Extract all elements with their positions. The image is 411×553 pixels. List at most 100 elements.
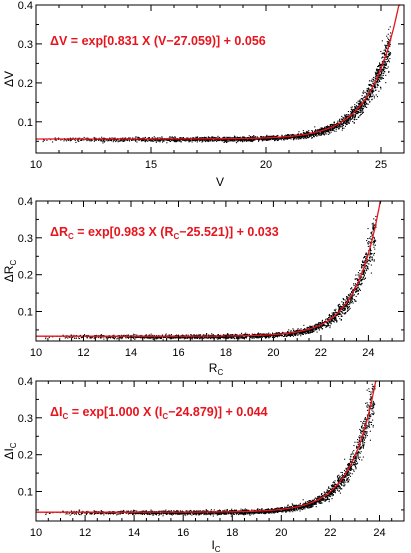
- panel-v-point: [258, 138, 260, 140]
- panel-v-point: [370, 93, 372, 95]
- panel-v-point: [210, 137, 212, 139]
- panel-v-point: [345, 116, 347, 118]
- panel-r-point: [189, 337, 191, 339]
- panel-v-point: [104, 139, 106, 141]
- panel-v-point: [305, 136, 307, 138]
- panel-v-point: [369, 93, 371, 95]
- panel-r-point: [259, 333, 261, 335]
- panel-v-point: [378, 69, 380, 71]
- panel-r-point: [165, 333, 167, 335]
- panel-v-point: [380, 50, 382, 52]
- panel-v-point: [197, 136, 199, 138]
- panel-v-point: [359, 109, 361, 111]
- panel-v-point: [141, 139, 143, 141]
- panel-v-point: [98, 137, 100, 139]
- panel-r-point: [338, 307, 340, 309]
- panel-r-point: [240, 336, 242, 338]
- panel-r-point: [211, 333, 213, 335]
- panel-r-point: [312, 331, 314, 333]
- panel-r-point: [268, 332, 270, 334]
- panel-r-point: [326, 326, 328, 328]
- panel-v-point: [202, 139, 204, 141]
- panel-v-point: [326, 129, 328, 131]
- panel-r-point: [342, 309, 344, 311]
- panel-v-point: [313, 136, 315, 138]
- panel-v-point: [170, 139, 172, 141]
- panel-v-point: [357, 100, 359, 102]
- panel-v-point: [383, 54, 385, 56]
- panel-v-point: [354, 110, 356, 112]
- panel-v-point: [124, 140, 126, 142]
- panel-v-point: [348, 122, 350, 124]
- panel-v-point: [306, 130, 308, 132]
- panel-r-point: [146, 334, 148, 336]
- panel-v-point: [355, 112, 357, 114]
- panel-v-point: [351, 115, 353, 117]
- panel-v-point: [72, 137, 74, 139]
- panel-v-point: [361, 104, 363, 106]
- panel-v-point: [378, 65, 380, 67]
- panel-v-point: [309, 135, 311, 137]
- panel-v-point: [379, 67, 381, 69]
- panel-v-point: [389, 45, 391, 47]
- panel-v-point: [375, 74, 377, 76]
- panel-v-point: [390, 32, 392, 34]
- panel-v-point: [188, 140, 190, 142]
- panel-v-point: [363, 103, 365, 105]
- panel-v-point: [367, 91, 369, 93]
- panel-v-point: [386, 63, 388, 65]
- panel-r-point: [138, 336, 140, 338]
- panel-r-point: [191, 338, 193, 340]
- panel-r-point: [335, 311, 337, 313]
- panel-v-point: [383, 56, 385, 58]
- panel-v-point: [354, 104, 356, 106]
- panel-v-point: [360, 109, 362, 111]
- panel-v-point: [123, 139, 125, 141]
- panel-v-point: [102, 137, 104, 139]
- panel-v-point: [364, 95, 366, 97]
- panel-r-point: [289, 331, 291, 333]
- panel-r-point: [362, 260, 364, 262]
- panel-v-point: [292, 136, 294, 138]
- panel-v-point: [292, 138, 294, 140]
- panel-r-point: [67, 337, 69, 339]
- panel-v-point: [378, 79, 380, 81]
- panel-v-point: [229, 136, 231, 138]
- panel-r-point: [73, 334, 75, 336]
- panel-v-point: [353, 110, 355, 112]
- panel-r-point: [151, 336, 153, 338]
- panel-v-point: [329, 124, 331, 126]
- panel-r-point: [292, 328, 294, 330]
- panel-v-point: [332, 129, 334, 131]
- panel-r-point: [187, 334, 189, 336]
- panel-v-point: [110, 139, 112, 141]
- panel-v-point: [173, 140, 175, 142]
- panel-v-point: [322, 131, 324, 133]
- panel-v-point: [388, 38, 390, 40]
- panel-v-point: [287, 134, 289, 136]
- panel-v-point: [364, 104, 366, 106]
- panel-v-point: [351, 111, 353, 113]
- panel-v-point: [349, 120, 351, 122]
- panel-v-point: [345, 117, 347, 119]
- panel-v-point: [167, 139, 169, 141]
- panel-r-point: [370, 264, 372, 266]
- panel-r-point: [264, 336, 266, 338]
- panel-v-point: [77, 137, 79, 139]
- panel-r-point: [369, 256, 371, 258]
- panel-v-point: [157, 137, 159, 139]
- panel-v-point: [174, 140, 176, 142]
- panel-v-point: [272, 138, 274, 140]
- panel-v-point: [354, 114, 356, 116]
- panel-v-point: [144, 140, 146, 142]
- panel-v-point: [377, 78, 379, 80]
- panel-r-point: [276, 335, 278, 337]
- panel-r-point: [100, 337, 102, 339]
- panel-v-point: [345, 114, 347, 116]
- panel-v-point: [191, 139, 193, 141]
- panel-r-point: [297, 334, 299, 336]
- panel-r-point: [302, 329, 304, 331]
- panel-v-point: [319, 128, 321, 130]
- panel-v-point: [340, 123, 342, 125]
- panel-v-point: [288, 137, 290, 139]
